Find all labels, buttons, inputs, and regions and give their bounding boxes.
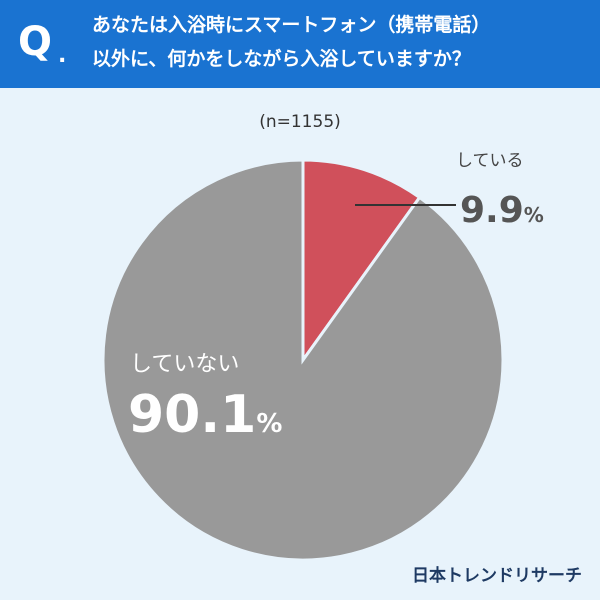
question-text: あなたは入浴時にスマートフォン（携帯電話） 以外に、何かをしながら入浴しています…	[92, 8, 592, 76]
question-header: Q . あなたは入浴時にスマートフォン（携帯電話） 以外に、何かをしながら入浴し…	[0, 0, 600, 88]
pie-slice-yes	[301, 158, 422, 365]
slice-value-no-number: 90.1	[128, 385, 256, 445]
slice-value-yes-number: 9.9	[460, 190, 524, 231]
brand-logo: 日本トレンドリサーチ	[412, 566, 582, 586]
slice-label-no: していない	[130, 352, 239, 377]
slice-value-no: 90.1%	[128, 385, 282, 445]
slice-label-yes: している	[456, 151, 524, 171]
q-dot: .	[58, 43, 67, 68]
sample-size: (n=1155)	[259, 112, 341, 132]
slice-value-yes: 9.9%	[460, 190, 544, 231]
q-mark: Q	[18, 19, 53, 65]
question-line-2: 以外に、何かをしながら入浴していますか？	[92, 48, 471, 70]
question-line-1: あなたは入浴時にスマートフォン（携帯電話）	[92, 14, 491, 36]
slice-unit-no: %	[256, 409, 282, 439]
pie-slice-no	[101, 158, 505, 562]
slice-unit-yes: %	[524, 203, 544, 227]
